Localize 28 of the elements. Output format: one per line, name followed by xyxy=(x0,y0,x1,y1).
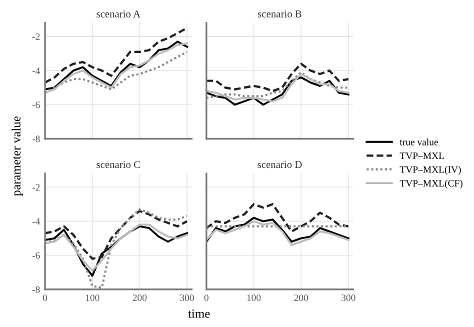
x-tick-label: 200 xyxy=(294,294,308,302)
line-series xyxy=(45,210,188,260)
y-tick-label: -2 xyxy=(32,184,40,191)
legend-label: true value xyxy=(400,138,438,146)
y-tick-label: -2 xyxy=(32,33,40,40)
line-series xyxy=(45,50,188,94)
chart-title: scenario A xyxy=(96,10,140,18)
y-tick-label: -8 xyxy=(32,136,40,142)
chart-title: scenario D xyxy=(258,161,302,168)
x-tick-label: 200 xyxy=(132,294,147,302)
y-tick-label: -6 xyxy=(32,102,40,108)
legend-label: TVP–MXL xyxy=(400,152,444,160)
legend-label: TVP–MXL(CF) xyxy=(400,180,462,189)
x-tick-label: 0 xyxy=(42,294,48,302)
y-tick-label: -4 xyxy=(32,218,40,225)
y-tick-label: -4 xyxy=(32,68,40,74)
legend-label: TVP–MXL(IV) xyxy=(400,166,461,175)
y-tick-label: -8 xyxy=(32,286,40,293)
x-axis-title: time xyxy=(188,309,210,318)
chart-title: scenario C xyxy=(96,161,140,168)
x-tick-label: 300 xyxy=(342,294,356,302)
y-axis-title: parameter value xyxy=(12,116,24,196)
x-tick-label: 100 xyxy=(86,294,100,302)
x-tick-label: 0 xyxy=(204,294,208,302)
y-tick-label: -6 xyxy=(32,252,40,259)
x-tick-label: 300 xyxy=(180,294,194,302)
chart-title: scenario B xyxy=(258,10,302,18)
x-tick-label: 100 xyxy=(247,294,261,302)
